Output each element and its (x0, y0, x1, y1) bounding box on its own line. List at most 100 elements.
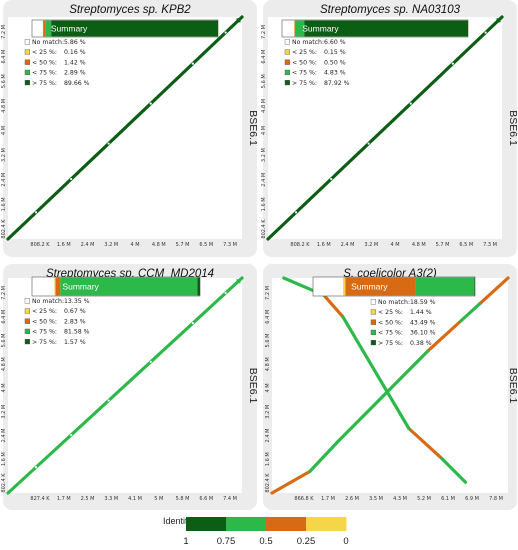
x-tick-label: 6.1 M (441, 496, 455, 502)
alignment-segment (308, 439, 340, 474)
legend-value: 4.83 % (324, 70, 346, 77)
x-tick-label: 1.7 M (57, 496, 71, 502)
x-tick-label: 3.2 M (104, 242, 118, 248)
x-tick-label: 7.3 M (223, 242, 237, 248)
legend-label: < 25 %: (32, 49, 57, 56)
summary-label: Summary (62, 282, 99, 292)
summary-segment (60, 277, 198, 296)
legend-label: No match: (292, 39, 324, 46)
y-tick-label: 4 M (261, 126, 267, 135)
summary-label: Summary (351, 282, 388, 292)
x-tick-label: 4.8 M (152, 242, 166, 248)
alignment-gap (409, 102, 412, 105)
legend-swatch (370, 309, 377, 315)
legend-label: < 50 %: (292, 59, 317, 66)
legend-swatch (24, 318, 31, 324)
colorbar-title: Identity (163, 516, 193, 526)
summary-segment (294, 20, 296, 37)
y-tick-label: 4 M (265, 383, 271, 392)
legend-swatch (284, 59, 291, 65)
chart-panel-4: S. coelicolor A3(2)802.4 K1.6 M2.4 M3.2 … (263, 264, 518, 510)
legend-label: > 75 %: (292, 80, 317, 87)
legend-value: 0.38 % (410, 340, 432, 347)
y-tick-label: 4.8 M (265, 357, 271, 371)
x-tick-label: 2.4 M (341, 242, 355, 248)
chart-panel-2: Streptomyces sp. NA03103 802.4 K 1.6 M 2.4 … (261, 0, 518, 257)
legend-value: 0.50 % (324, 59, 346, 66)
alignment-gap (294, 211, 298, 214)
x-tick-label: 1.6 M (57, 242, 71, 248)
x-tick-label: 6.5 M (199, 242, 213, 248)
y-tick-label: 6.4 M (1, 310, 7, 324)
summary-segment (474, 277, 475, 296)
y-tick-label: 5.6 M (1, 74, 7, 88)
y-tick-label: 802.4 K (265, 473, 271, 493)
legend-label: < 50 %: (32, 59, 57, 66)
alignment-end-mark (236, 18, 241, 23)
summary-segment (304, 20, 468, 37)
legend-value: 2.83 % (64, 318, 86, 325)
colorbar-swatch (186, 517, 227, 531)
summary-segment (343, 277, 346, 296)
summary-segment (197, 277, 200, 296)
chart-panel-1: Streptomyces sp. KPB2 802.4 K 1.6 M 2.4 M 3.… (1, 0, 259, 257)
alignment-segment (6, 276, 244, 495)
alignment-segment (266, 15, 504, 241)
legend-swatch (24, 328, 31, 335)
legend-label: < 75 %: (32, 70, 57, 77)
y-tick-label: 3.2 M (265, 405, 271, 419)
x-tick-label: 4 M (130, 242, 139, 248)
x-tick-label: 6.9 M (465, 496, 479, 502)
legend-value: 0.15 % (324, 49, 346, 56)
legend-label: No match: (32, 298, 64, 305)
summary-segment (51, 20, 218, 37)
x-tick-label: 5 M (154, 496, 163, 502)
alignment-gap (107, 142, 110, 145)
y-axis-label: BSE6.1 (247, 110, 259, 146)
colorbar-tick-label: 0.75 (217, 536, 236, 547)
legend-swatch (24, 69, 31, 76)
y-tick-label: 4.8 M (261, 99, 267, 113)
y-tick-label: 5.6 M (265, 334, 271, 348)
alignment-gap (451, 62, 454, 65)
x-tick-label: 2.4 M (81, 242, 95, 248)
legend-label: < 50 %: (32, 318, 57, 325)
summary-segment (54, 277, 56, 296)
legend-value: 0.67 % (64, 308, 86, 315)
colorbar-tick-label: 0 (343, 536, 348, 547)
legend-label: > 75 %: (32, 80, 57, 87)
alignment-gap (224, 291, 227, 295)
x-tick-label: 808.2 K (290, 242, 310, 248)
y-tick-label: 2.4 M (265, 429, 271, 443)
alignment-gap (70, 433, 73, 437)
legend-label: < 50 %: (378, 319, 403, 326)
legend-label: > 75 %: (32, 339, 57, 346)
legend-swatch (284, 39, 291, 45)
y-tick-label: 4 M (1, 126, 7, 135)
y-tick-label: 5.6 M (261, 74, 267, 88)
y-tick-label: 7.2 M (265, 286, 271, 300)
y-tick-label: 1.6 M (1, 452, 7, 466)
alignment-segment (440, 457, 468, 484)
x-tick-label: 1.6 M (317, 242, 331, 248)
legend-value: 89.66 % (64, 80, 90, 87)
legend-swatch (370, 319, 377, 325)
alignment-gap (224, 31, 227, 34)
summary-label: Summary (302, 24, 339, 34)
alignment-gap (107, 399, 110, 402)
x-tick-label: 3.2 M (364, 242, 378, 248)
legend-value: 1.44 % (410, 309, 432, 316)
colorbar-swatch (266, 517, 307, 531)
legend-swatch (24, 79, 31, 86)
summary-segment (415, 277, 475, 296)
identity-colorbar: Identity 1 0.75 0.5 0.25 0 (163, 516, 349, 547)
legend-value: 81.58 % (64, 329, 90, 336)
chart-title: Streptomyces sp. NA03103 (320, 4, 461, 16)
alignment-end-mark (496, 18, 501, 23)
y-tick-label: 7.2 M (1, 25, 7, 39)
legend-label: No match: (32, 39, 64, 46)
y-tick-label: 1.6 M (265, 452, 271, 466)
y-tick-label: 4 M (1, 383, 7, 392)
legend-swatch (370, 329, 377, 336)
